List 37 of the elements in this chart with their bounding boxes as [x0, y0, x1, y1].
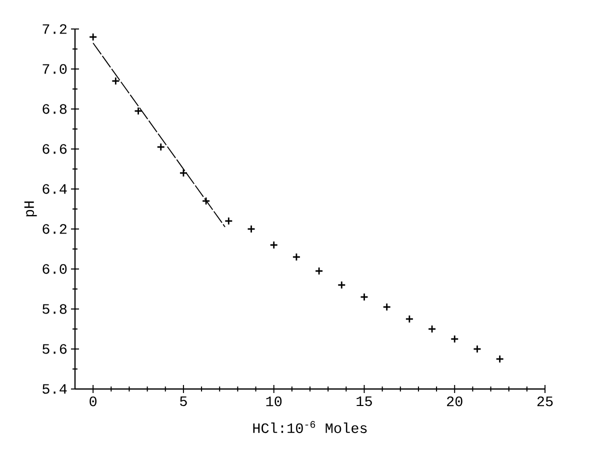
y-tick-label: 5.6 — [42, 344, 67, 354]
point — [202, 196, 210, 206]
y-tick-label: 6.4 — [42, 184, 67, 194]
y-tick-label: 7.0 — [42, 64, 67, 74]
y-tick-label: 6.6 — [42, 144, 67, 154]
x-tick-label: 5 — [180, 396, 187, 406]
y-axis-title: pH — [24, 202, 37, 216]
x-tick-label: 20 — [447, 396, 462, 406]
point — [292, 252, 301, 262]
point — [360, 292, 368, 302]
point — [314, 266, 324, 276]
y-tick-label: 5.8 — [42, 304, 67, 314]
point — [111, 76, 120, 86]
point — [337, 280, 346, 290]
point — [473, 344, 482, 354]
x-tick-label: 0 — [90, 396, 96, 406]
point — [405, 314, 414, 324]
point — [224, 216, 233, 226]
point — [270, 240, 278, 250]
y-tick-label: 7.2 — [42, 24, 66, 34]
point — [450, 334, 459, 344]
point — [428, 324, 436, 334]
point — [382, 302, 392, 312]
point — [179, 168, 188, 178]
point — [134, 106, 142, 116]
y-tick-label: 5.4 — [42, 384, 67, 394]
x-tick-label: 25 — [537, 396, 553, 406]
x-tick-label: 10 — [266, 396, 282, 406]
y-tick-label: 6.0 — [42, 264, 67, 274]
x-axis-title: HCl:10$^{-6}$ Moles — [253, 421, 367, 434]
y-tick-label: 6.8 — [42, 104, 67, 114]
point — [496, 354, 504, 364]
point — [247, 224, 256, 234]
point — [156, 142, 166, 152]
point — [88, 32, 98, 42]
y-tick-label: 6.2 — [42, 224, 66, 234]
x-tick-label: 15 — [356, 396, 372, 406]
